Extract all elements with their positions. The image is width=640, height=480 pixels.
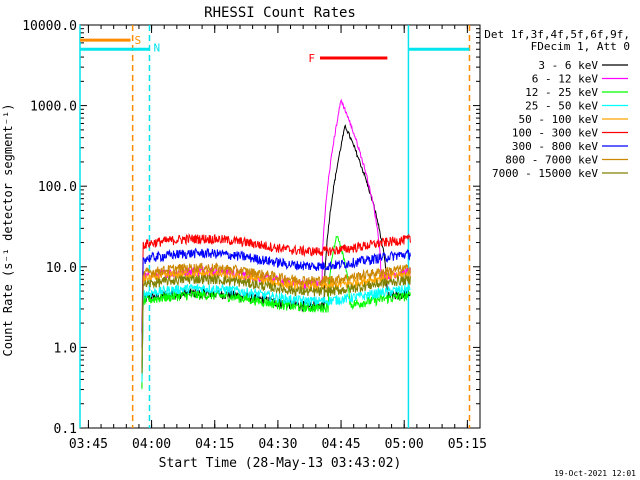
legend-header-1: FDecim 1, Att 0: [531, 40, 630, 53]
x-tick-label-1: 04:00: [132, 437, 171, 452]
y-tick-label-0: 0.1: [54, 422, 77, 437]
plot-area: 0.1 1.0 10.0 100.0 1000.0 10000.0 03:45 04:00 04…: [22, 19, 487, 452]
x-tick-label-3: 04:30: [258, 437, 297, 452]
legend-label-1: 6 - 12 keV: [532, 73, 599, 86]
legend-label-7: 800 - 7000 keV: [505, 154, 598, 167]
series-line-1: [141, 98, 411, 366]
y-tick-label-3: 100.0: [38, 180, 77, 195]
y-tick-label-4: 1000.0: [30, 100, 77, 115]
x-tick-label-4: 04:45: [321, 437, 360, 452]
legend-label-5: 100 - 300 keV: [512, 127, 598, 140]
x-axis-label: Start Time (28-May-13 03:43:02): [159, 456, 402, 471]
series-line-8: [141, 273, 411, 374]
legend-label-6: 300 - 800 keV: [512, 140, 598, 153]
marker-label-S: S: [135, 34, 142, 47]
legend-label-8: 7000 - 15000 keV: [492, 167, 598, 180]
series-line-5: [141, 233, 411, 333]
marker-label-N: N: [153, 41, 160, 54]
legend-header-0: Det 1f,3f,4f,5f,6f,9f,: [484, 28, 630, 41]
legend-label-0: 3 - 6 keV: [538, 59, 598, 72]
x-tick-label-2: 04:15: [195, 437, 234, 452]
series-line-3: [141, 283, 411, 383]
x-tick-label-6: 05:15: [448, 437, 487, 452]
plot-frame: [79, 24, 481, 429]
legend: Det 1f,3f,4f,5f,6f,9f,FDecim 1, Att 0 3 -…: [484, 28, 630, 180]
marker-label-F: F: [308, 52, 315, 65]
legend-label-4: 50 - 100 keV: [519, 113, 599, 126]
series-line-6: [141, 247, 411, 348]
timestamp: 19-Oct-2021 12:01: [554, 469, 636, 478]
y-tick-label-1: 1.0: [54, 341, 77, 356]
legend-label-3: 25 - 50 keV: [525, 100, 598, 113]
chart-title: RHESSI Count Rates: [204, 5, 356, 21]
y-axis-label: Count Rate (s⁻¹ detector segment⁻¹): [1, 104, 15, 357]
y-tick-label-5: 10000.0: [22, 19, 77, 34]
series-line-4: [141, 268, 411, 368]
x-tick-label-5: 05:00: [385, 437, 424, 452]
y-tick-label-2: 10.0: [46, 261, 77, 276]
x-tick-label-0: 03:45: [69, 437, 108, 452]
series-line-2: [141, 235, 411, 390]
series-line-7: [141, 261, 411, 362]
legend-label-2: 12 - 25 keV: [525, 86, 598, 99]
